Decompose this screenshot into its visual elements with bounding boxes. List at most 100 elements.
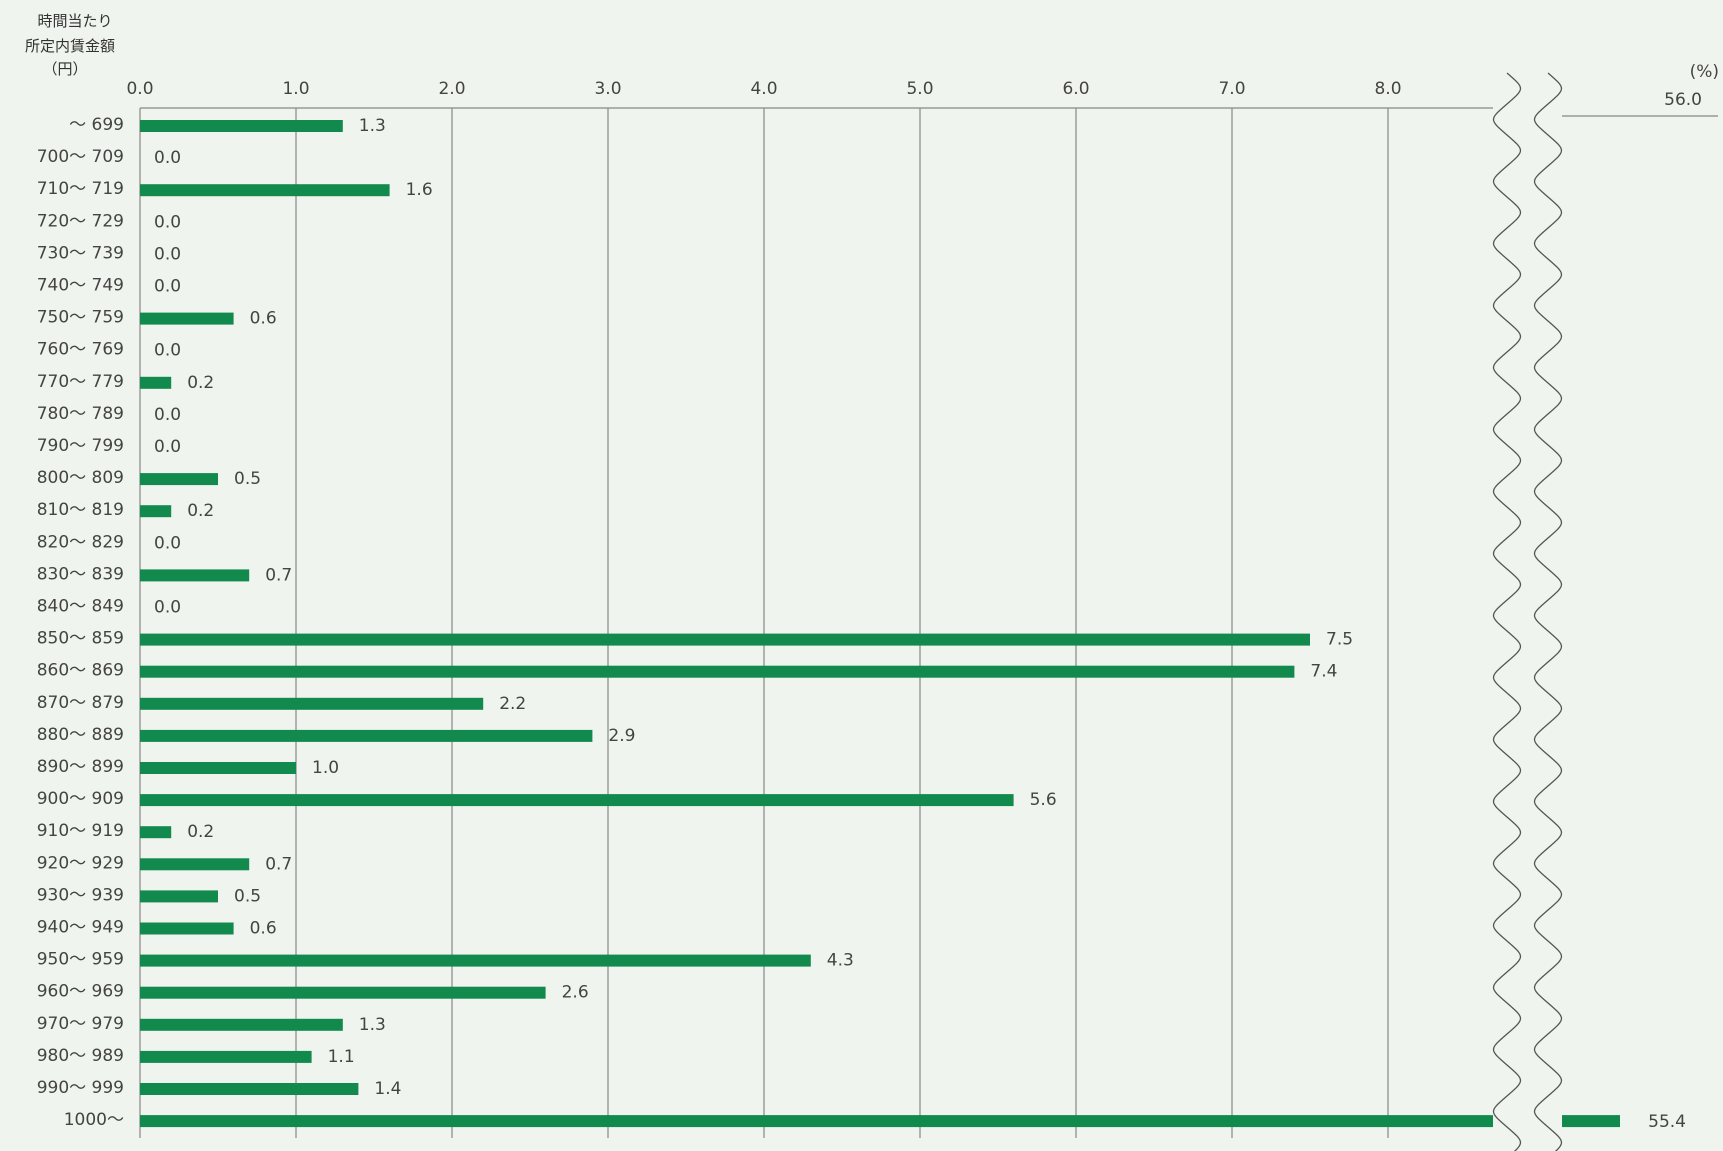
value-label: 0.0 [154,244,181,264]
category-labels: ～ 699 700～ 709 710～ 719 720～ 729 730～ 739 740… [37,115,124,1130]
value-label: 1.6 [406,180,433,200]
value-label: 4.3 [827,951,854,971]
bar [140,890,218,903]
category-label: 770～ 779 [37,372,124,392]
bar [140,376,172,389]
break-segment-tick: 56.0 [1664,90,1702,110]
category-label: 790～ 799 [37,436,124,456]
value-label: 0.0 [154,533,181,553]
bar [140,184,390,197]
category-label: 820～ 829 [37,532,124,552]
x-tick-labels: 0.0 1.0 2.0 3.0 4.0 5.0 6.0 7.0 8.0 56.0 [126,79,1702,110]
category-label: ～ 699 [69,115,124,135]
category-label: 700～ 709 [37,147,124,167]
category-label: 950～ 959 [37,950,124,970]
value-label: 0.0 [154,341,181,361]
x-tick-label: 5.0 [906,79,933,99]
category-label: 800～ 809 [37,468,124,488]
category-label: 900～ 909 [37,789,124,809]
category-label: 760～ 769 [37,340,124,360]
bar [140,762,296,774]
value-label: 0.7 [265,854,292,874]
x-tick-label: 0.0 [126,79,153,99]
category-label: 740～ 749 [37,276,124,296]
gridlines [139,107,1718,1138]
value-label: 0.5 [234,469,261,489]
bar [140,1050,312,1063]
value-label: 1.4 [374,1079,401,1099]
value-label: 0.0 [154,277,181,297]
value-label: 0.0 [154,212,181,232]
bar [140,1083,359,1095]
value-label: 0.2 [187,373,214,393]
category-label: 750～ 759 [37,308,124,328]
category-label: 860～ 869 [37,661,124,681]
bar [140,922,234,935]
unit-label: (%) [1690,62,1719,82]
category-label: 890～ 899 [37,757,124,777]
category-label: 940～ 949 [37,918,124,938]
value-label: 2.9 [608,726,635,746]
bar [140,858,250,871]
value-label: 5.6 [1030,790,1057,810]
bar [140,986,546,999]
value-label: 1.3 [359,1015,386,1035]
value-label: 0.0 [154,148,181,168]
category-label: 840～ 849 [37,597,124,617]
category-label: 970～ 979 [37,1014,124,1034]
bar [140,473,218,486]
category-label: 1000～ [64,1110,124,1130]
category-label: 920～ 929 [37,853,124,873]
value-label: 0.6 [250,309,277,329]
bar [140,826,172,839]
x-tick-label: 7.0 [1218,79,1245,99]
value-label: 1.0 [312,758,339,778]
value-label: 0.6 [250,919,277,939]
x-tick-label: 1.0 [282,79,309,99]
axis-break [1492,72,1563,1151]
bar-continuation [1562,1115,1620,1128]
value-label: 55.4 [1648,1112,1686,1132]
category-label: 730～ 739 [37,243,124,263]
value-labels: 1.3 0.0 1.6 0.0 0.0 0.0 0.6 0.0 0.2 0.0 0.0 0.5 0.2 0… [154,116,1686,1132]
bar [140,697,484,710]
bar [140,505,172,518]
category-label: 810～ 819 [37,500,124,520]
category-label: 960～ 969 [37,982,124,1002]
category-label: 990～ 999 [37,1078,124,1098]
category-label: 980～ 989 [37,1046,124,1066]
bar [140,120,343,132]
value-label: 0.0 [154,405,181,425]
category-label: 880～ 889 [37,725,124,745]
category-label: 910～ 919 [37,821,124,841]
bar [140,729,593,742]
bar [140,794,1014,807]
value-label: 0.2 [187,501,214,521]
category-label: 850～ 859 [37,629,124,649]
y-axis-title-line3: （円） [42,60,87,78]
y-axis-title-line1: 時間当たり [37,12,112,30]
x-tick-label: 6.0 [1062,79,1089,99]
bar [140,665,1295,678]
bar [140,633,1310,646]
value-label: 1.3 [359,116,386,136]
bar [140,312,234,325]
bar [140,954,811,967]
x-tick-label: 8.0 [1374,79,1401,99]
value-label: 7.4 [1310,662,1337,682]
y-axis-title-line2: 所定内賃金額 [25,37,115,55]
bars [140,120,1620,1128]
value-label: 0.7 [265,565,292,585]
value-label: 2.2 [499,694,526,714]
category-label: 930～ 939 [37,885,124,905]
category-label: 720～ 729 [37,211,124,231]
break-wave-left [1492,72,1522,1151]
category-label: 830～ 839 [37,564,124,584]
value-label: 2.6 [562,983,589,1003]
bar [140,569,250,582]
category-label: 870～ 879 [37,693,124,713]
value-label: 0.5 [234,886,261,906]
bar [140,1115,1493,1128]
value-label: 0.0 [154,437,181,457]
